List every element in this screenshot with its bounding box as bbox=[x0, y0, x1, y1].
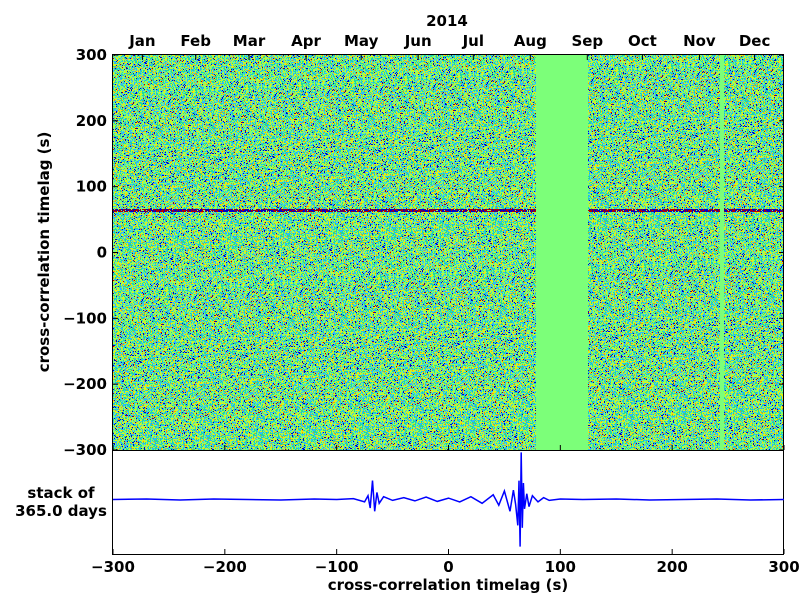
x-tick-label: 0 bbox=[443, 558, 453, 576]
heatmap-x-ticks bbox=[141, 55, 756, 60]
x-tick-label: 100 bbox=[545, 558, 576, 576]
month-label: Sep bbox=[571, 32, 603, 50]
heatmap-y-ticks: −300 −200 −100 0 100 200 300 bbox=[63, 46, 784, 459]
month-label: Jan bbox=[128, 32, 155, 50]
stack-line bbox=[112, 452, 785, 547]
heatmap-y-label: cross-correlation timelag (s) bbox=[35, 132, 53, 373]
y-tick-label: 100 bbox=[76, 178, 107, 196]
month-labels: Jan Feb Mar Apr May Jun Jul Aug Sep Oct Nov Dec bbox=[128, 32, 770, 50]
x-tick-label: −200 bbox=[203, 558, 247, 576]
month-label: Mar bbox=[233, 32, 266, 50]
month-label: Jul bbox=[462, 32, 484, 50]
y-tick-label: −100 bbox=[63, 309, 107, 327]
y-tick-label: 0 bbox=[97, 244, 107, 262]
x-tick-label: 200 bbox=[657, 558, 688, 576]
month-label: Oct bbox=[628, 32, 657, 50]
stack-x-label: cross-correlation timelag (s) bbox=[328, 576, 569, 594]
month-label: May bbox=[344, 32, 379, 50]
stack-y-label: stack of 365.0 days bbox=[15, 484, 107, 520]
month-label: Nov bbox=[683, 32, 716, 50]
stack-x-ticks: −300 −200 −100 0 100 200 300 bbox=[91, 445, 800, 576]
y-tick-label: 200 bbox=[76, 112, 107, 130]
chart-title: 2014 bbox=[426, 12, 468, 30]
x-tick-label: −100 bbox=[315, 558, 359, 576]
month-label: Dec bbox=[739, 32, 771, 50]
stack-trace bbox=[112, 452, 785, 547]
month-label: Feb bbox=[180, 32, 211, 50]
x-tick-label: −300 bbox=[91, 558, 135, 576]
month-label: Apr bbox=[291, 32, 321, 50]
heatmap-frame bbox=[112, 54, 784, 451]
y-tick-label: 300 bbox=[76, 46, 107, 64]
correlation-heatmap bbox=[113, 55, 784, 450]
y-tick-label: −200 bbox=[63, 375, 107, 393]
month-label: Aug bbox=[514, 32, 547, 50]
y-tick-label: −300 bbox=[63, 441, 107, 459]
month-label: Jun bbox=[404, 32, 432, 50]
stack-frame bbox=[112, 450, 784, 555]
x-tick-label: 300 bbox=[768, 558, 799, 576]
